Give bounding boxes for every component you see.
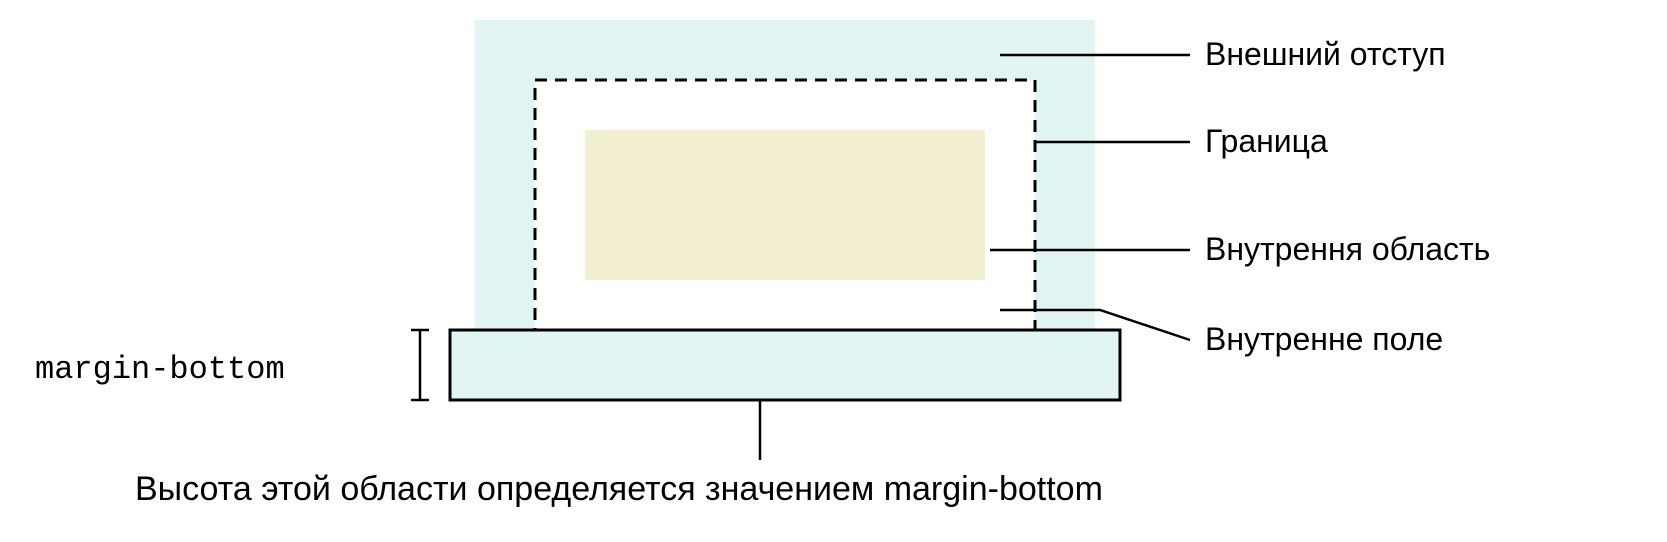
label-padding: Внутрення область <box>1205 231 1490 267</box>
label-property-name: margin-bottom <box>35 351 285 388</box>
label-content: Внутренне поле <box>1205 321 1443 357</box>
caption-text: Высота этой области определяется значени… <box>135 470 1103 508</box>
label-border: Граница <box>1205 123 1328 159</box>
box-model-diagram: Внешний отступ Граница Внутрення область… <box>0 0 1667 542</box>
ibeam-indicator <box>411 330 429 400</box>
label-margin: Внешний отступ <box>1205 36 1446 72</box>
content-area <box>585 130 985 280</box>
margin-bottom-strip <box>450 330 1120 400</box>
